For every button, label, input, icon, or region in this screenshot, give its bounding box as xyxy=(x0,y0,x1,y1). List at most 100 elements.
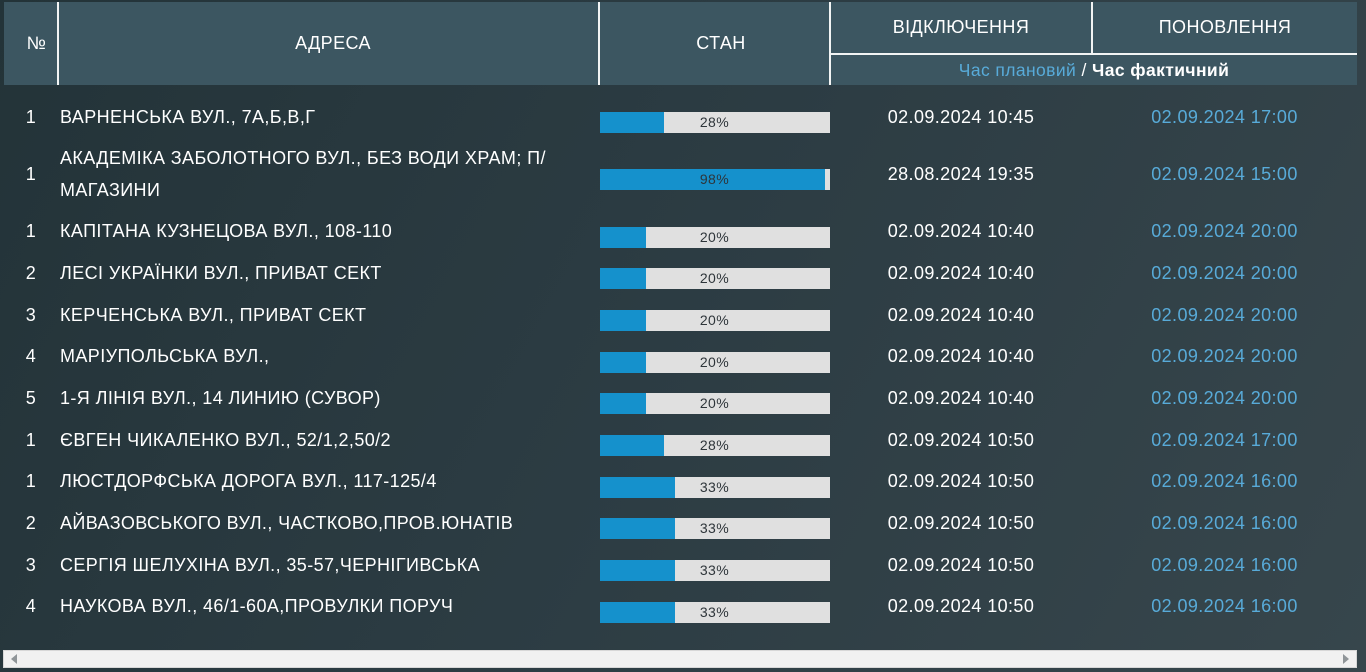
table-row: 3 КЕРЧЕНСЬКА ВУЛ., ПРИВАТ СЕКТ 20% 02.09… xyxy=(4,295,1357,337)
row-state-cell: 33% xyxy=(599,545,830,587)
table-row: 1 ВАРНЕНСЬКА ВУЛ., 7А,Б,В,Г 28% 02.09.20… xyxy=(4,85,1357,138)
progress-percent-label: 20% xyxy=(699,312,730,329)
progress-bar-fill xyxy=(599,268,646,290)
row-state-cell: 28% xyxy=(599,420,830,462)
scrollbar-right-arrow-icon[interactable] xyxy=(1343,654,1349,664)
scrollbar-left-arrow-icon[interactable] xyxy=(11,654,17,664)
row-address: СЕРГІЯ ШЕЛУХІНА ВУЛ., 35-57,ЧЕРНІГИВСЬКА xyxy=(60,554,481,575)
table-row: 4 МАРІУПОЛЬСЬКА ВУЛ., 20% 02.09.2024 10:… xyxy=(4,336,1357,378)
row-restoration-time: 02.09.2024 20:00 xyxy=(1151,263,1298,284)
progress-bar-fill xyxy=(599,435,664,457)
progress-percent-label: 33% xyxy=(699,562,730,579)
row-number: 1 xyxy=(25,106,37,127)
row-restoration-time: 02.09.2024 20:00 xyxy=(1151,221,1298,242)
row-address: ВАРНЕНСЬКА ВУЛ., 7А,Б,В,Г xyxy=(60,106,316,127)
progress-percent-label: 33% xyxy=(699,603,730,620)
row-address: ЛЕСІ УКРАЇНКИ ВУЛ., ПРИВАТ СЕКТ xyxy=(60,263,382,284)
progress-bar-fill xyxy=(599,351,646,373)
subheader-time-legend: Час плановий / Час фактичний xyxy=(829,54,1357,85)
table-row: 2 АЙВАЗОВСЬКОГО ВУЛ., ЧАСТКОВО,ПРОВ.ЮНАТ… xyxy=(4,503,1357,545)
row-restoration-time: 02.09.2024 20:00 xyxy=(1151,346,1298,367)
row-restoration-time: 02.09.2024 17:00 xyxy=(1151,106,1298,127)
progress-bar-fill xyxy=(599,560,676,582)
table-row: 2 ЛЕСІ УКРАЇНКИ ВУЛ., ПРИВАТ СЕКТ 20% 02… xyxy=(4,253,1357,295)
progress-bar: 33% xyxy=(599,476,830,498)
progress-bar-fill xyxy=(599,111,664,133)
row-address: 1-Я ЛІНІЯ ВУЛ., 14 ЛИНИЮ (СУВОР) xyxy=(60,388,381,409)
column-header-address: АДРЕСА xyxy=(57,2,599,85)
table-row: 4 НАУКОВА ВУЛ., 46/1-60А,ПРОВУЛКИ ПОРУЧ … xyxy=(4,586,1357,628)
row-number: 1 xyxy=(25,471,37,492)
row-number: 3 xyxy=(25,554,37,575)
progress-percent-label: 33% xyxy=(699,520,730,537)
row-address: КАПІТАНА КУЗНЕЦОВА ВУЛ., 108-110 xyxy=(60,221,393,242)
row-disconnection-time: 02.09.2024 10:50 xyxy=(887,596,1035,617)
row-disconnection-time: 02.09.2024 10:40 xyxy=(887,304,1035,325)
row-restoration-time: 02.09.2024 16:00 xyxy=(1151,513,1298,534)
table-row: 1 КАПІТАНА КУЗНЕЦОВА ВУЛ., 108-110 20% 0… xyxy=(4,211,1357,253)
row-state-cell: 20% xyxy=(599,336,830,378)
column-header-state: СТАН xyxy=(598,2,830,85)
progress-bar: 20% xyxy=(599,351,830,373)
progress-percent-label: 20% xyxy=(699,228,730,245)
progress-bar: 98% xyxy=(599,169,830,191)
row-address: ЄВГЕН ЧИКАЛЕНКО ВУЛ., 52/1,2,50/2 xyxy=(60,429,391,450)
row-disconnection-time: 02.09.2024 10:50 xyxy=(887,513,1035,534)
table-row: 1 ЛЮСТДОРФСЬКА ДОРОГА ВУЛ., 117-125/4 33… xyxy=(4,461,1357,503)
progress-percent-label: 20% xyxy=(699,395,730,412)
row-address: АЙВАЗОВСЬКОГО ВУЛ., ЧАСТКОВО,ПРОВ.ЮНАТІВ xyxy=(60,513,514,534)
row-number: 4 xyxy=(25,596,37,617)
progress-bar-fill xyxy=(599,476,676,498)
horizontal-scrollbar[interactable] xyxy=(3,650,1357,668)
row-restoration-time: 02.09.2024 20:00 xyxy=(1151,304,1298,325)
progress-bar: 33% xyxy=(599,560,830,582)
column-header-disconnection: ВІДКЛЮЧЕННЯ xyxy=(829,2,1092,55)
row-number: 5 xyxy=(25,388,37,409)
row-state-cell: 20% xyxy=(599,253,830,295)
row-address: КЕРЧЕНСЬКА ВУЛ., ПРИВАТ СЕКТ xyxy=(60,304,367,325)
table-row: 3 СЕРГІЯ ШЕЛУХІНА ВУЛ., 35-57,ЧЕРНІГИВСЬ… xyxy=(4,545,1357,587)
outage-table: № АДРЕСА СТАН ВІДКЛЮЧЕННЯ ПОНОВЛЕННЯ Час… xyxy=(4,2,1357,628)
actual-time-label: Час фактичний xyxy=(1092,59,1230,80)
progress-bar: 33% xyxy=(599,518,830,540)
row-state-cell: 20% xyxy=(599,295,830,337)
legend-separator: / xyxy=(1076,59,1093,80)
progress-bar: 20% xyxy=(599,268,830,290)
row-number: 1 xyxy=(25,429,37,450)
row-address: МАРІУПОЛЬСЬКА ВУЛ., xyxy=(60,346,270,367)
progress-percent-label: 28% xyxy=(699,437,730,454)
row-number: 1 xyxy=(25,163,37,184)
row-restoration-time: 02.09.2024 16:00 xyxy=(1151,471,1298,492)
table-header: № АДРЕСА СТАН ВІДКЛЮЧЕННЯ ПОНОВЛЕННЯ Час… xyxy=(4,2,1357,85)
row-restoration-time: 02.09.2024 20:00 xyxy=(1151,388,1298,409)
progress-bar-fill xyxy=(599,226,646,248)
row-disconnection-time: 02.09.2024 10:50 xyxy=(887,429,1035,450)
planned-time-label: Час плановий xyxy=(958,59,1077,80)
progress-bar-fill xyxy=(599,601,676,623)
table-row: 5 1-Я ЛІНІЯ ВУЛ., 14 ЛИНИЮ (СУВОР) 20% 0… xyxy=(4,378,1357,420)
column-header-number: № xyxy=(4,2,58,85)
row-disconnection-time: 02.09.2024 10:40 xyxy=(887,263,1035,284)
row-disconnection-time: 02.09.2024 10:50 xyxy=(887,471,1035,492)
row-restoration-time: 02.09.2024 15:00 xyxy=(1151,163,1298,184)
progress-percent-label: 20% xyxy=(699,353,730,370)
progress-percent-label: 33% xyxy=(699,478,730,495)
row-restoration-time: 02.09.2024 16:00 xyxy=(1151,554,1298,575)
row-disconnection-time: 02.09.2024 10:50 xyxy=(887,554,1035,575)
progress-bar: 20% xyxy=(599,226,830,248)
row-disconnection-time: 02.09.2024 10:40 xyxy=(887,388,1035,409)
row-state-cell: 20% xyxy=(599,211,830,253)
progress-bar: 28% xyxy=(599,435,830,457)
outages-table-body: 1 ВАРНЕНСЬКА ВУЛ., 7А,Б,В,Г 28% 02.09.20… xyxy=(4,85,1357,628)
row-address: ЛЮСТДОРФСЬКА ДОРОГА ВУЛ., 117-125/4 xyxy=(60,471,437,492)
progress-bar-fill xyxy=(599,393,646,415)
progress-bar: 20% xyxy=(599,310,830,332)
column-header-restoration: ПОНОВЛЕННЯ xyxy=(1091,2,1357,55)
row-state-cell: 33% xyxy=(599,503,830,545)
row-address: НАУКОВА ВУЛ., 46/1-60А,ПРОВУЛКИ ПОРУЧ xyxy=(60,596,454,617)
row-state-cell: 33% xyxy=(599,586,830,628)
table-row: 1 АКАДЕМІКА ЗАБОЛОТНОГО ВУЛ., БЕЗ ВОДИ Х… xyxy=(4,138,1357,211)
progress-bar-fill xyxy=(599,518,676,540)
row-disconnection-time: 28.08.2024 19:35 xyxy=(887,163,1035,184)
row-restoration-time: 02.09.2024 17:00 xyxy=(1151,429,1298,450)
